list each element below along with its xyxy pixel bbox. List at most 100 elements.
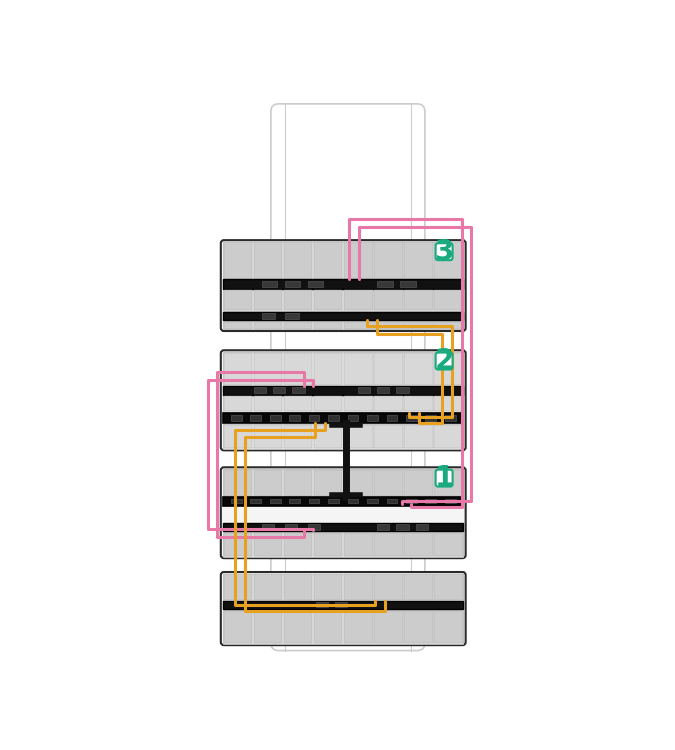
Bar: [254, 532, 282, 556]
Bar: [434, 425, 462, 448]
Bar: [404, 352, 433, 385]
Bar: [396, 387, 408, 394]
Bar: [284, 290, 313, 310]
Bar: [387, 499, 398, 503]
Bar: [223, 321, 463, 329]
Bar: [344, 242, 373, 279]
Bar: [344, 532, 373, 556]
Bar: [374, 610, 402, 643]
Bar: [404, 470, 433, 496]
Bar: [377, 524, 389, 530]
Bar: [344, 610, 373, 643]
Bar: [224, 425, 252, 448]
Bar: [314, 574, 342, 600]
Bar: [314, 532, 342, 556]
Bar: [284, 352, 313, 385]
Bar: [445, 499, 456, 503]
Bar: [358, 387, 370, 394]
Bar: [223, 242, 463, 280]
Bar: [445, 415, 456, 421]
Bar: [344, 470, 373, 496]
Bar: [223, 413, 463, 424]
Bar: [223, 290, 463, 311]
Bar: [270, 415, 281, 421]
Text: 3: 3: [435, 238, 454, 266]
Bar: [223, 532, 463, 556]
Bar: [254, 290, 282, 310]
Bar: [224, 352, 252, 385]
Bar: [404, 425, 433, 448]
Bar: [284, 610, 313, 643]
Bar: [223, 424, 463, 448]
Bar: [314, 242, 342, 279]
Bar: [308, 415, 319, 421]
Bar: [308, 499, 319, 503]
Bar: [314, 397, 342, 411]
Text: 1: 1: [435, 464, 454, 492]
Bar: [285, 281, 300, 287]
Bar: [224, 574, 252, 600]
Bar: [224, 322, 252, 328]
Bar: [434, 322, 462, 328]
Bar: [254, 574, 282, 600]
Bar: [374, 397, 402, 411]
Bar: [416, 524, 428, 530]
Bar: [314, 610, 342, 643]
Bar: [374, 425, 402, 448]
Bar: [314, 425, 342, 448]
FancyBboxPatch shape: [221, 467, 466, 558]
Bar: [223, 280, 463, 289]
Bar: [396, 524, 408, 530]
Bar: [367, 415, 378, 421]
Bar: [284, 574, 313, 600]
Bar: [262, 281, 277, 287]
Bar: [223, 574, 463, 601]
Bar: [223, 386, 463, 395]
FancyBboxPatch shape: [221, 350, 466, 450]
Bar: [434, 242, 462, 279]
Bar: [387, 415, 398, 421]
Bar: [273, 387, 286, 394]
Bar: [285, 314, 298, 319]
Bar: [284, 425, 313, 448]
Bar: [434, 352, 462, 385]
FancyBboxPatch shape: [435, 243, 452, 260]
Bar: [254, 242, 282, 279]
Bar: [315, 602, 328, 608]
Bar: [328, 499, 339, 503]
Bar: [284, 397, 313, 411]
FancyBboxPatch shape: [221, 240, 466, 331]
Bar: [314, 290, 342, 310]
Bar: [289, 415, 300, 421]
Bar: [254, 387, 266, 394]
Bar: [250, 415, 261, 421]
Bar: [434, 532, 462, 556]
Bar: [406, 415, 416, 421]
Bar: [344, 425, 373, 448]
Bar: [434, 470, 462, 496]
Bar: [284, 532, 313, 556]
Bar: [434, 397, 462, 411]
Bar: [348, 499, 358, 503]
Bar: [344, 290, 373, 310]
Bar: [404, 290, 433, 310]
Bar: [224, 397, 252, 411]
Bar: [400, 281, 416, 287]
Bar: [224, 610, 252, 643]
Bar: [223, 352, 463, 386]
Bar: [374, 290, 402, 310]
Bar: [348, 415, 358, 421]
Bar: [254, 352, 282, 385]
FancyBboxPatch shape: [221, 572, 466, 645]
Bar: [223, 469, 463, 496]
Bar: [308, 281, 323, 287]
Bar: [404, 532, 433, 556]
FancyBboxPatch shape: [435, 352, 452, 370]
Bar: [292, 387, 304, 394]
Bar: [404, 322, 433, 328]
Bar: [250, 499, 261, 503]
Bar: [404, 574, 433, 600]
Bar: [270, 499, 281, 503]
Bar: [335, 602, 347, 608]
Bar: [377, 281, 393, 287]
